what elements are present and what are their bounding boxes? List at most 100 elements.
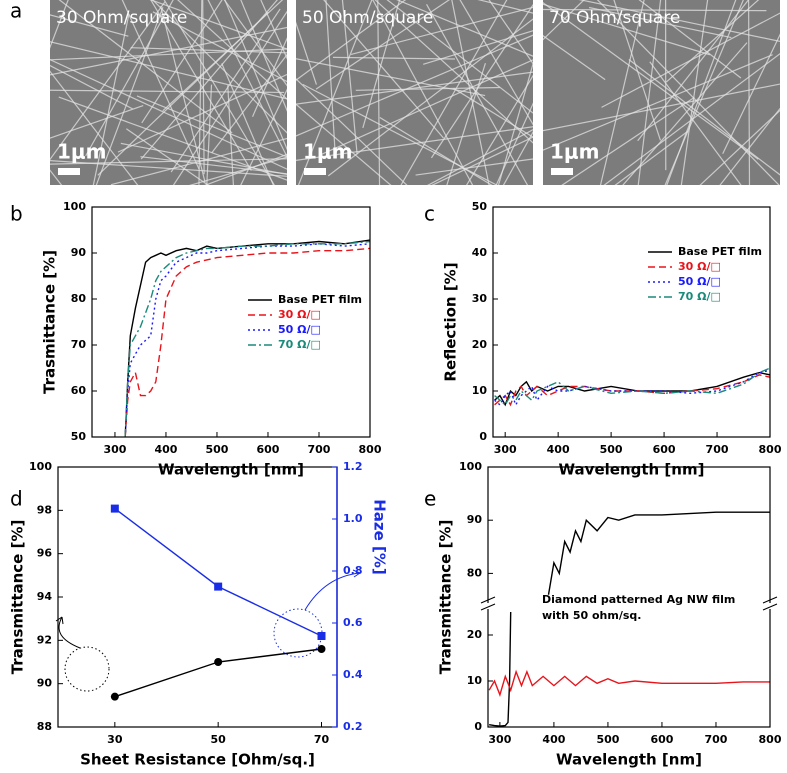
x-axis-title: Wavelength [nm] [158,461,304,479]
data-line [124,243,370,437]
y-tick-label: 0.2 [343,720,363,733]
x-tick-label: 400 [542,733,565,746]
nanowire [664,0,744,185]
data-point [317,632,326,640]
axis-break-mark [480,596,496,604]
nanowire [426,3,529,185]
scale-bar [304,168,326,175]
y-tick-label: 0 [474,720,482,733]
axis-break-gap [482,603,494,609]
nanowire [396,0,533,57]
nanowire [296,0,407,81]
annotation: with 50 ohm/sq. [542,609,641,622]
annotation: Diamond patterned Ag NW film [542,593,735,606]
nanowire [296,34,533,137]
nanowire [451,0,490,185]
y-axis-title: Transmittance [%] [9,520,27,675]
nanowire [666,0,737,185]
x-tick-label: 800 [759,443,782,456]
nanowire [628,59,780,176]
nanowire [543,0,585,41]
x-tick-label: 700 [308,443,331,456]
nanowire [386,0,533,114]
nanowire [543,1,759,160]
nanowire [578,0,780,43]
x-axis-title: Sheet Resistance [Ohm/sq.] [80,751,315,769]
y-tick-label: 10 [467,674,483,687]
nanowire [372,0,474,185]
nanowire [341,0,358,155]
y-tick-label: 60 [71,384,87,397]
data-line [494,374,770,407]
nanowire [50,169,63,185]
nanowire [427,128,533,185]
image-label: 70 Ohm/square [549,8,680,28]
nanowire [223,0,287,87]
y-tick-label: 90 [37,677,53,690]
x-tick-label: 600 [653,443,676,456]
data-point [110,504,119,513]
callout-arrow [58,616,81,649]
y-tick-label: 92 [37,633,52,646]
nanowire [699,109,780,185]
nanowires [296,0,533,185]
nanowire [323,0,444,139]
nanowire [599,0,645,185]
nanowire [50,1,166,161]
x-tick-label: 30 [107,733,123,746]
y-axis-title: Transmittance [%] [437,520,455,675]
y-axis-title: Haze [%] [371,499,389,575]
axis-break-gap [764,603,776,609]
nanowire [649,61,742,185]
x-tick-label: 600 [650,733,673,746]
y-tick-label: 98 [37,503,52,516]
data-point [317,645,326,653]
nanowire [58,96,287,181]
x-tick-label: 500 [205,443,228,456]
nanowire [638,0,742,79]
nanowire [543,54,773,151]
scale-bar-label: 1μm [550,140,599,164]
callouts [55,569,361,692]
y-tick-label: 20 [467,628,483,641]
nanowire [637,0,662,185]
nanowire [211,53,287,154]
x-tick-label: 300 [488,733,511,746]
nanowire [543,8,767,12]
y-tick-label: 80 [71,292,87,305]
nanowire [296,21,318,85]
scale-bar-label: 1μm [57,140,106,164]
nanowire [719,107,780,185]
legend-label: 30 Ω/□ [278,308,321,321]
nanowire [202,0,205,175]
nanowire [50,160,287,177]
nanowire [296,103,392,185]
y-tick-label: 80 [467,566,483,579]
x-tick-label: 500 [600,443,623,456]
y-tick-label: 50 [472,200,488,213]
nanowire [50,41,287,100]
nanowire [198,0,203,185]
data-line [488,511,770,727]
x-tick-label: 300 [494,443,517,456]
nanowire [465,74,533,185]
nanowire [477,0,533,14]
y-tick-label: 100 [63,200,86,213]
panel-label: b [10,202,23,226]
panel-label: c [424,202,435,226]
nanowire [325,0,336,156]
y-tick-label: 0 [479,430,487,443]
nanowire [136,95,287,158]
y-tick-label: 30 [472,292,488,305]
axis-break-mark [480,603,496,611]
nanowire [224,0,287,151]
nanowire [453,87,533,138]
y-tick-label: 96 [37,547,53,560]
plot-frame [487,466,771,728]
scale-bar [551,168,573,175]
plot-frame [91,206,371,438]
nanowire [50,89,285,94]
callout-arrow [304,572,361,611]
nanowire [588,6,732,39]
